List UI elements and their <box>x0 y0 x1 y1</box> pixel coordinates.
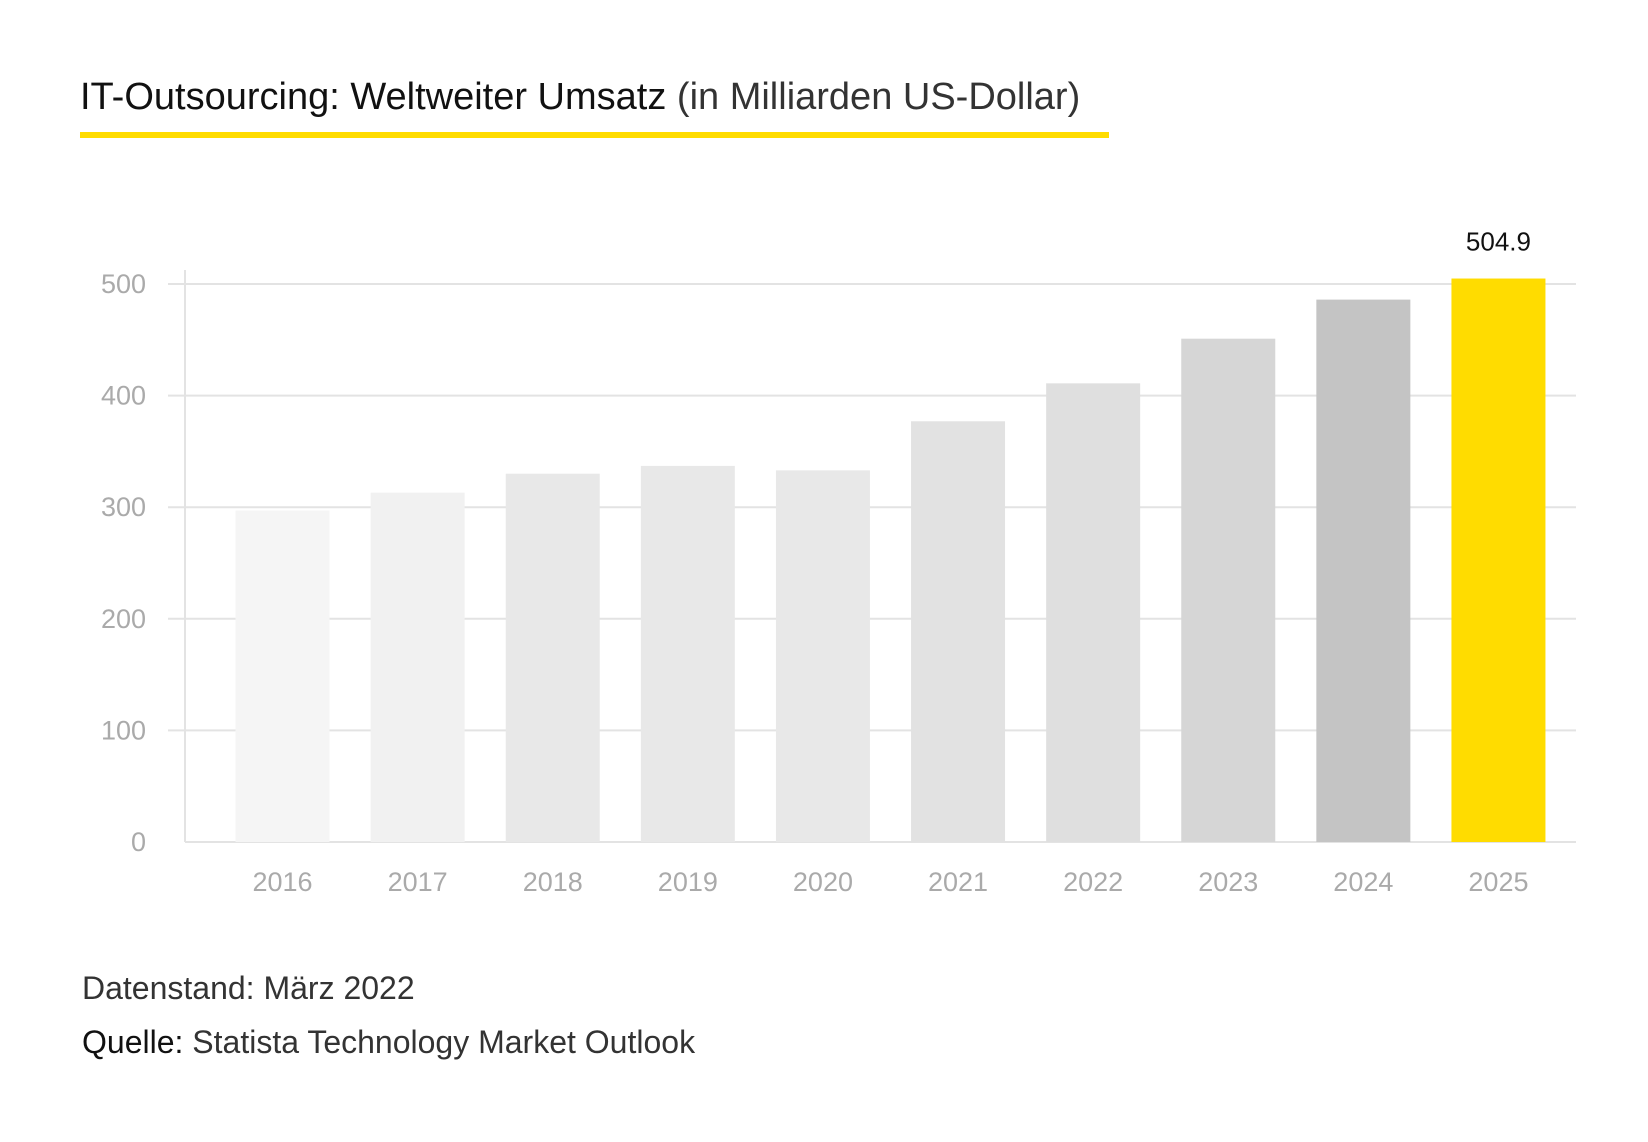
data-date: Datenstand: März 2022 <box>82 970 415 1006</box>
bar-2018 <box>505 473 600 842</box>
x-tick-label: 2019 <box>658 867 718 897</box>
x-tick-label: 2025 <box>1468 867 1528 897</box>
bar-2020 <box>775 470 870 842</box>
bar-2016 <box>235 510 330 842</box>
y-tick-label: 400 <box>101 381 146 411</box>
bar-2017 <box>370 492 465 842</box>
x-tick-label: 2023 <box>1198 867 1258 897</box>
x-tick-label: 2021 <box>928 867 988 897</box>
bar-2025 <box>1451 278 1546 842</box>
x-tick-label: 2022 <box>1063 867 1123 897</box>
x-tick-label: 2016 <box>253 867 313 897</box>
y-tick-label: 0 <box>131 827 146 857</box>
x-tick-label: 2018 <box>523 867 583 897</box>
y-tick-label: 100 <box>101 715 146 745</box>
bar-2019 <box>640 465 735 842</box>
chart-title: IT-Outsourcing: Weltweiter Umsatz (in Mi… <box>80 76 1080 119</box>
title-underline <box>80 132 1109 138</box>
y-tick-label: 500 <box>101 269 146 299</box>
bar-2024 <box>1316 299 1411 842</box>
y-tick-label: 300 <box>101 492 146 522</box>
source-label: Quelle: <box>82 1024 184 1060</box>
x-tick-label: 2017 <box>388 867 448 897</box>
bar-2021 <box>911 421 1006 842</box>
data-label: 504.9 <box>1466 227 1531 257</box>
bar-2023 <box>1181 338 1276 842</box>
x-tick-label: 2024 <box>1333 867 1393 897</box>
title-main: IT-Outsourcing: Weltweiter Umsatz <box>80 76 667 118</box>
source: Quelle: Statista Technology Market Outlo… <box>82 1024 695 1061</box>
title-unit: (in Milliarden US-Dollar) <box>676 76 1081 118</box>
bar-2022 <box>1046 383 1141 842</box>
x-tick-label: 2020 <box>793 867 853 897</box>
source-value: Statista Technology Market Outlook <box>192 1024 696 1060</box>
y-tick-label: 200 <box>101 604 146 634</box>
